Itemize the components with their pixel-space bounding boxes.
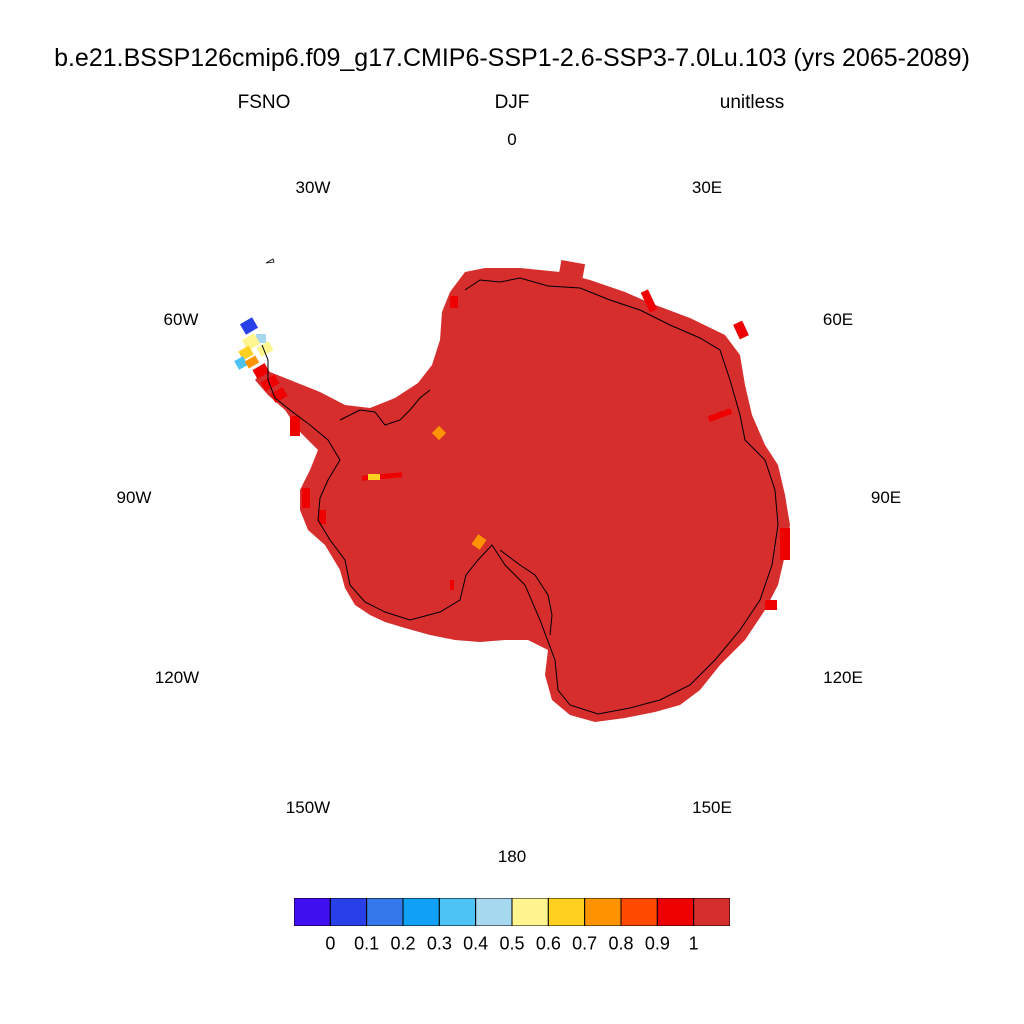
interior-cell (450, 580, 454, 590)
colorbar-swatch (366, 898, 404, 926)
longitude-label: 150E (692, 798, 732, 817)
colorbar-swatch (329, 898, 368, 926)
colorbar-swatch (656, 898, 695, 926)
longitude-label: 90W (116, 488, 152, 507)
colorbar-tick-label: 0.7 (572, 933, 598, 954)
colorbar-tick-label: 0.3 (426, 933, 452, 954)
ice-shelf-line (499, 549, 553, 636)
coastline (261, 277, 779, 715)
edge-cell (302, 488, 310, 508)
edge-cell (450, 296, 458, 308)
colorbar-swatch (402, 898, 440, 926)
edge-cell (707, 408, 733, 422)
colorbar-swatch (620, 898, 658, 926)
peninsula-cell (239, 317, 259, 335)
colorbar-swatch (438, 898, 477, 926)
colorbar-swatch (547, 898, 586, 926)
longitude-label: 150W (285, 798, 331, 817)
edge-cell (290, 416, 300, 436)
edge-cell (780, 528, 790, 560)
peninsula-cell (241, 333, 261, 351)
colorbar-swatch (693, 898, 730, 926)
plot-title: b.e21.BSSP126cmip6.f09_g17.CMIP6-SSP1-2.… (54, 44, 970, 72)
longitude-label: 30W (295, 178, 331, 197)
longitude-label: 60W (163, 310, 199, 329)
colorbar-tick-label: 0 (325, 933, 336, 954)
variable-label: FSNO (237, 92, 291, 113)
edge-cell (733, 320, 749, 340)
colorbar-tick-label: 0.6 (535, 933, 561, 954)
island-outline (265, 258, 275, 264)
colorbar-tick-label: 0.2 (390, 933, 416, 954)
longitude-label: 60E (822, 310, 854, 329)
edge-cell (318, 510, 326, 524)
antarctica-fill (255, 268, 790, 722)
peninsula-cell (260, 374, 280, 392)
longitude-label: 120E (823, 668, 863, 687)
colorbar-swatch (475, 898, 513, 926)
colorbar-swatch (294, 898, 331, 926)
interior-cell (368, 474, 380, 480)
colorbar-tick-label: 1 (688, 933, 699, 954)
units-label: unitless (719, 92, 785, 113)
peninsula-cell (244, 355, 260, 369)
colorbar-tick-label: 0.9 (644, 933, 670, 954)
edge-cell (558, 260, 586, 278)
colorbar-tick-label: 0.5 (499, 933, 525, 954)
peninsula-cell (252, 363, 270, 379)
edge-cell (640, 289, 658, 313)
colorbar-swatch (584, 898, 622, 926)
peninsula-cell (234, 356, 248, 370)
longitude-label: 0 (507, 130, 517, 149)
longitude-label: 120W (154, 668, 200, 687)
interior-cell (471, 534, 487, 550)
colorbar (294, 898, 730, 926)
longitude-label: 180 (497, 847, 527, 866)
interior-cell (431, 425, 447, 441)
colorbar-tick-label: 0.4 (463, 933, 489, 954)
peninsula-cell (256, 334, 266, 343)
peninsula-cell (256, 341, 274, 357)
colorbar-tick-label: 0.1 (354, 933, 380, 954)
edge-cell (765, 600, 777, 610)
colorbar-tick-label: 0.8 (608, 933, 634, 954)
ice-shelf-line (339, 389, 431, 426)
season-label: DJF (494, 92, 530, 113)
longitude-label: 90E (870, 488, 902, 507)
edge-cell (603, 287, 623, 305)
longitude-label: 30E (691, 178, 723, 197)
colorbar-swatch (511, 898, 549, 926)
peninsula-cell (270, 387, 288, 403)
